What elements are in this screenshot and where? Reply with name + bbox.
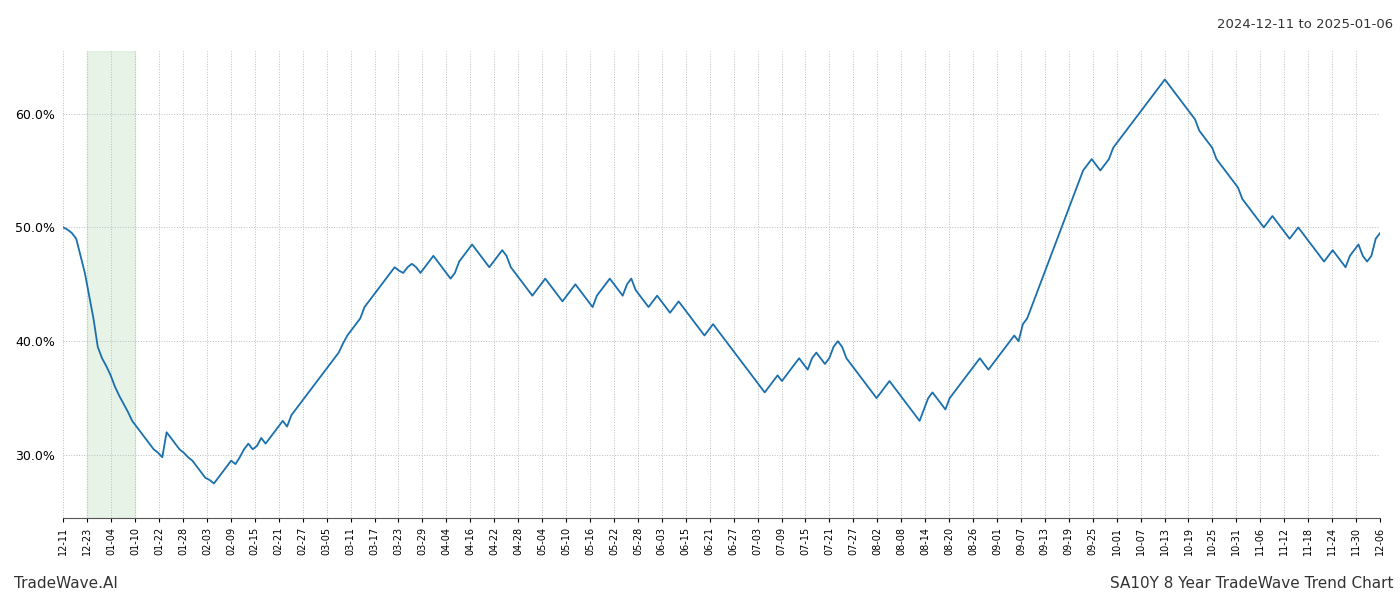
Text: 2024-12-11 to 2025-01-06: 2024-12-11 to 2025-01-06: [1217, 18, 1393, 31]
Text: TradeWave.AI: TradeWave.AI: [14, 576, 118, 591]
Text: SA10Y 8 Year TradeWave Trend Chart: SA10Y 8 Year TradeWave Trend Chart: [1109, 576, 1393, 591]
Bar: [87, 51, 136, 518]
